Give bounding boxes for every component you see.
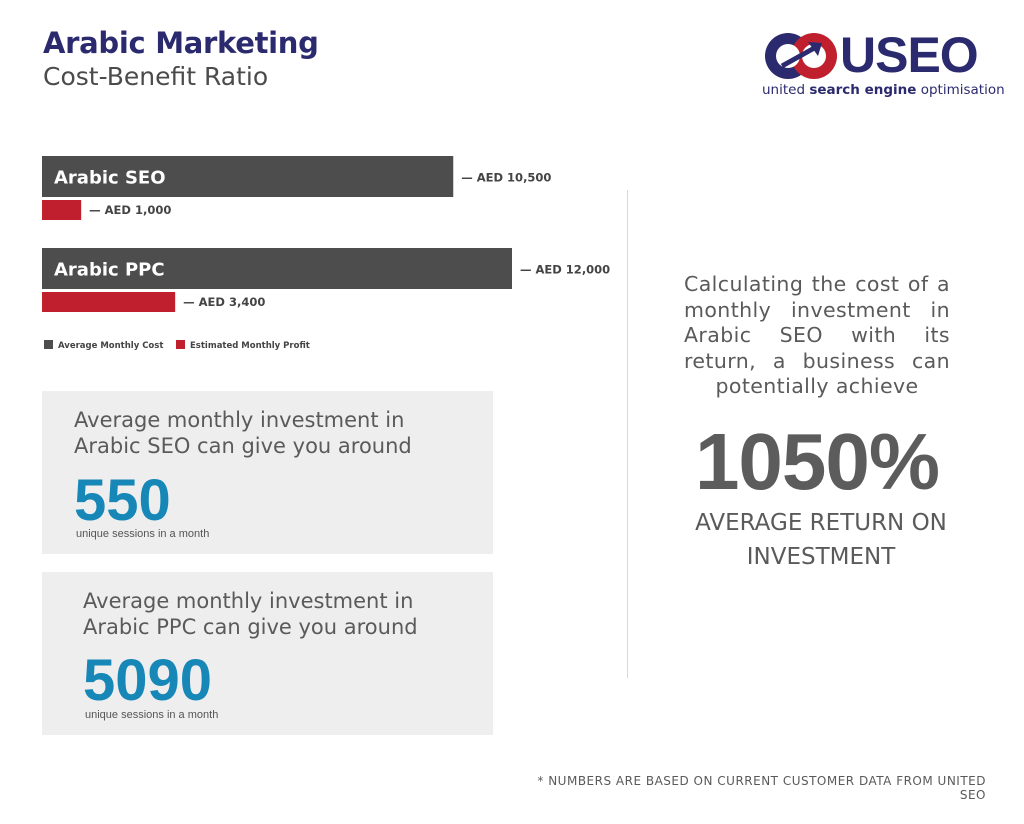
page-title: Arabic Marketing [43,26,319,60]
logo-wordmark: USEO [840,27,979,83]
cost-bar-1 [42,248,512,289]
page-subtitle: Cost-Benefit Ratio [43,62,269,91]
cost-benefit-bar-chart: Arabic SEO — AED 10,500 — AED 1,000 Arabic … [42,156,610,351]
ppc-sessions-number: 5090 [83,648,213,713]
legend-swatch-profit [176,340,185,349]
ppc-card-text: Average monthly investment in Arabic PPC… [83,589,418,639]
category-label-0: Arabic SEO [54,168,166,189]
ppc-sessions-caption: unique sessions in a month [85,709,219,721]
legend-label-profit: Estimated Monthly Profit [190,341,310,351]
seo-card-text: Average monthly investment in Arabic SEO… [74,408,412,458]
roi-explanation: Calculating the cost of a monthly invest… [684,272,950,398]
legend-label-cost: Average Monthly Cost [58,341,163,351]
profit-value-label-1: — AED 3,400 [183,295,265,309]
logo-mark-icon [765,33,837,79]
roi-label: AVERAGE RETURN ON INVESTMENT [695,510,947,570]
seo-sessions-card: Average monthly investment in Arabic SEO… [42,391,493,554]
profit-bar-1 [42,292,176,312]
logo-tagline: united search engine optimisation [762,82,1005,98]
seo-sessions-number: 550 [74,468,171,533]
cost-value-label-1: — AED 12,000 [520,263,610,277]
cost-bar-0 [42,156,454,197]
roi-percentage: 1050% [694,417,940,506]
ppc-sessions-card: Average monthly investment in Arabic PPC… [42,572,493,735]
useo-logo: USEO united search engine optimisation [762,27,1005,105]
profit-value-label-0: — AED 1,000 [89,203,171,217]
cost-value-label-0: — AED 10,500 [461,171,551,185]
vertical-divider [627,190,628,678]
legend-swatch-cost [44,340,53,349]
profit-bar-0 [42,200,82,220]
seo-sessions-caption: unique sessions in a month [76,528,210,540]
footnote: * NUMBERS ARE BASED ON CURRENT CUSTOMER … [537,774,986,802]
category-label-1: Arabic PPC [54,260,165,281]
